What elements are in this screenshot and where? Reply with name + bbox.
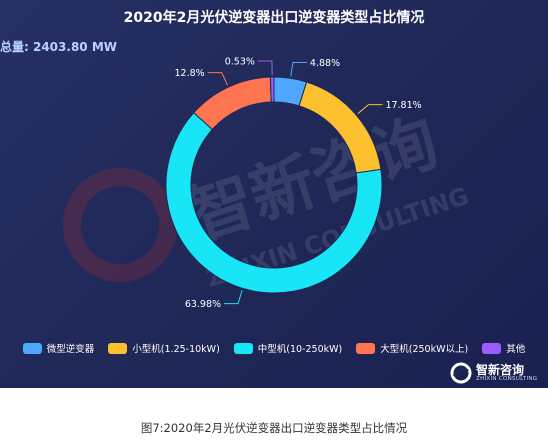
legend-item[interactable]: 其他: [482, 341, 525, 355]
footer-logo: 智新咨询 ZHIXIN CONSULTING: [450, 360, 540, 386]
legend-swatch: [233, 342, 253, 354]
zhixin-logo-icon: [450, 362, 472, 384]
total-value: 2403.80 MW: [32, 40, 117, 54]
watermark-logo-icon: [63, 168, 177, 282]
donut-chart: 智新咨询 ZHIXIN CONSULTING 4.88% 17.81% 63.98%…: [63, 57, 472, 311]
chart-title: 2020年2月光伏逆变器出口逆变器类型占比情况: [123, 10, 425, 26]
legend-swatch: [482, 342, 502, 354]
legend-label: 大型机(250kW以上): [380, 344, 469, 355]
legend-swatch: [22, 342, 42, 354]
legend-item[interactable]: 微型逆变器: [22, 341, 95, 355]
slice-label: 63.98%: [185, 299, 221, 310]
slice-labels: 4.88% 17.81% 63.98% 12.8% 0.53%: [175, 57, 422, 311]
legend-label: 微型逆变器: [46, 344, 95, 355]
label-leader-line: [290, 61, 307, 77]
label-leader-line: [207, 72, 229, 86]
slice-label: 4.88%: [310, 58, 340, 69]
slice-label: 17.81%: [385, 100, 421, 111]
label-leader-line: [257, 60, 273, 76]
donut-slices: [165, 76, 383, 294]
label-leader-line: [224, 290, 243, 305]
legend-item[interactable]: 大型机(250kW以上): [356, 341, 468, 355]
label-leader-line: [357, 104, 383, 115]
legend: 微型逆变器 小型机(1.25-10kW) 中型机(10-250kW) 大型机(250k…: [0, 339, 548, 357]
donut-slice-5[interactable]: [269, 76, 275, 103]
slice-label: 0.53%: [225, 57, 255, 68]
legend-swatch: [108, 342, 128, 354]
watermark: 智新咨询 ZHIXIN CONSULTING: [63, 105, 472, 293]
donut-slice-3[interactable]: [165, 112, 383, 294]
legend-item[interactable]: 中型机(10-250kW): [233, 341, 343, 355]
total-label: 总量:: [0, 40, 33, 54]
footer-logo-subtext: ZHIXIN CONSULTING: [476, 376, 538, 382]
legend-swatch: [356, 342, 376, 354]
chart-panel: 2020年2月光伏逆变器出口逆变器类型占比情况 总量: 2403.80 MW 智…: [0, 0, 548, 388]
legend-label: 其他: [506, 344, 526, 355]
legend-label: 小型机(1.25-10kW): [132, 344, 220, 355]
legend-item[interactable]: 小型机(1.25-10kW): [108, 341, 220, 355]
footer-logo-text: 智新咨询: [476, 363, 525, 377]
total-capacity: 总量: 2403.80 MW: [0, 38, 117, 55]
slice-label: 12.8%: [175, 68, 205, 79]
donut-slice-4[interactable]: [193, 76, 272, 131]
figure-caption: 图7:2020年2月光伏逆变器出口逆变器类型占比情况: [140, 421, 408, 435]
legend-label: 中型机(10-250kW): [257, 344, 343, 355]
